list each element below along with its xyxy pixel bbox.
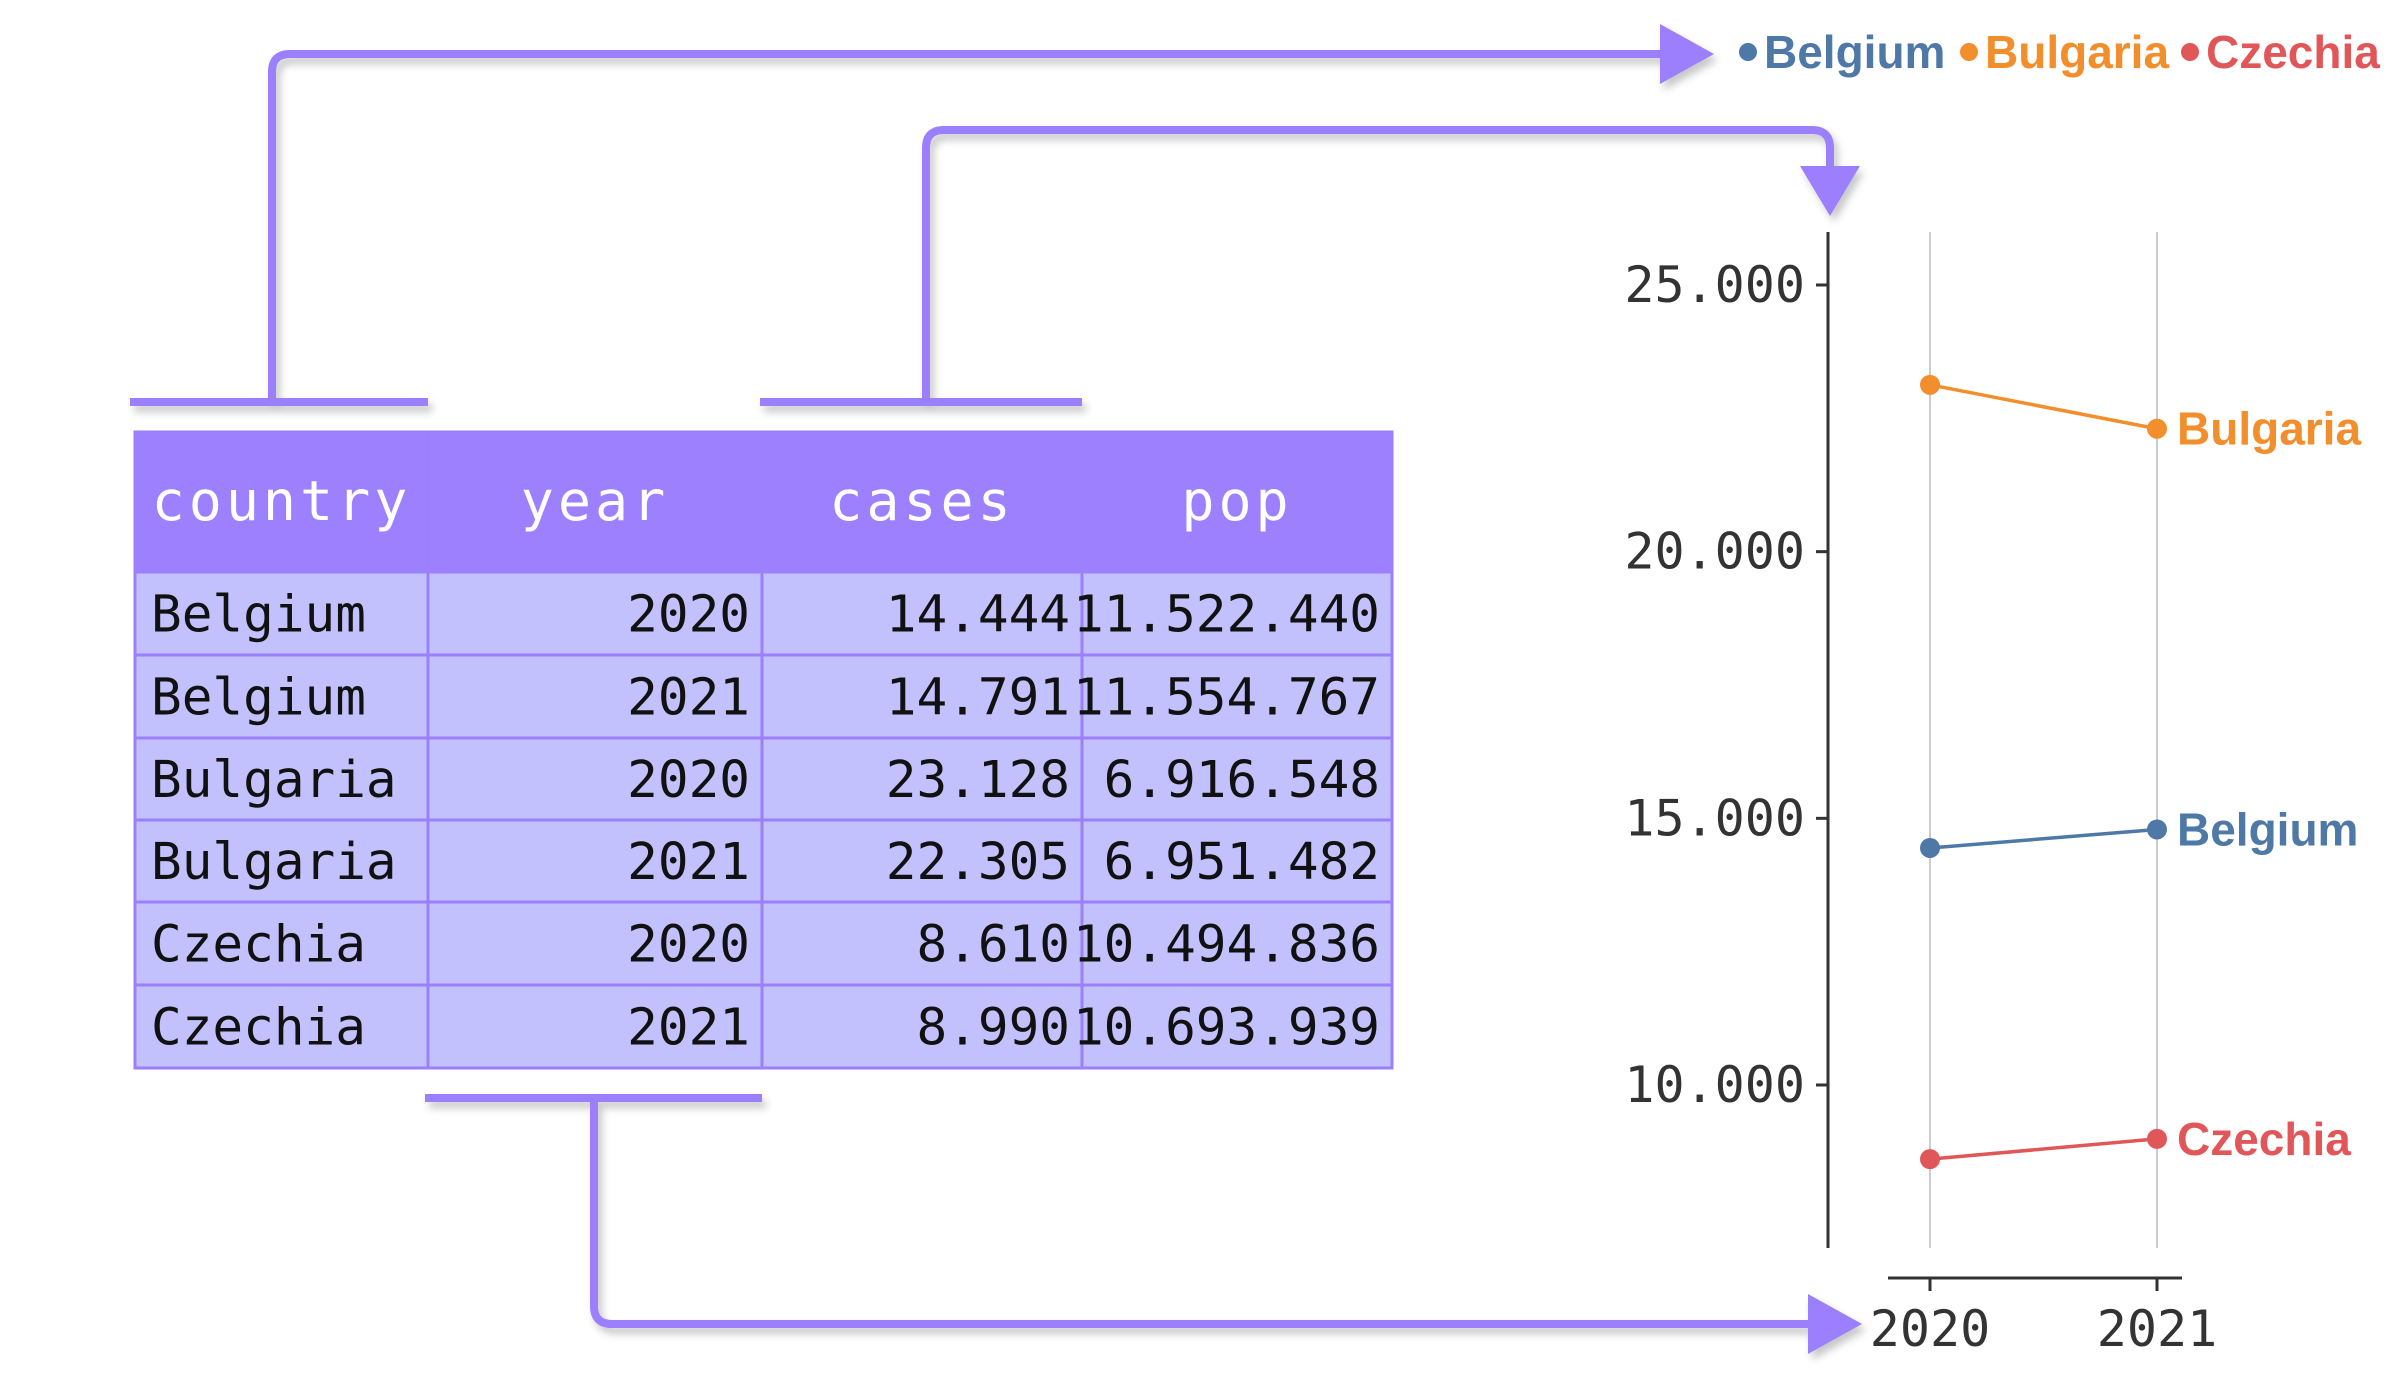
header-label-country: country: [152, 469, 412, 533]
table-cell-value: 2021: [627, 833, 750, 892]
y-tick-label: 10.000: [1624, 1056, 1805, 1114]
year-to-x-axis-arrow: [425, 1094, 1862, 1354]
table-cell: [760, 818, 1084, 904]
table-cell: [1080, 818, 1394, 904]
data-point-czechia-2020: [1920, 1149, 1940, 1170]
table-cell: [1080, 653, 1394, 740]
y-tick-label: 20.000: [1624, 523, 1805, 581]
table-cell-value: Belgium: [151, 669, 366, 728]
chart-legend: Belgium Bulgaria Czechia: [1739, 26, 2380, 78]
data-table: country year cases pop Belgium 2020 14.444 11.5…: [133, 430, 1394, 1070]
table-cell-value: 6.916.548: [1104, 751, 1380, 810]
table-cell-value: 14.444: [886, 586, 1070, 645]
table-cell: [133, 653, 430, 740]
cases-to-y-axis-arrow: [760, 126, 1860, 406]
table-cell: [760, 736, 1084, 822]
table-cell-value: 23.128: [886, 751, 1070, 810]
series-line: [1929, 827, 2158, 850]
table-cell-value: Czechia: [151, 916, 366, 975]
table-cell: [133, 900, 430, 987]
data-point-belgium-2020: [1920, 837, 1940, 858]
header-label-year: year: [521, 469, 669, 533]
country-to-legend-arrow: [130, 24, 1714, 406]
table-cell-value: 2020: [627, 751, 750, 810]
table-cell: [133, 983, 430, 1070]
data-point-bulgaria-2021: [2147, 418, 2167, 439]
legend-label: Belgium: [1764, 26, 1945, 78]
table-cell-value: 22.305: [886, 833, 1070, 892]
series-czechia: Czechia: [1920, 1113, 2351, 1170]
table-cell: [1080, 983, 1394, 1070]
legend-dot: [1739, 43, 1757, 61]
header-label-cases: cases: [829, 469, 1015, 533]
table-cell: [760, 570, 1084, 657]
gridlines: [1929, 232, 2158, 1248]
legend-item-bulgaria: Bulgaria: [1960, 26, 2169, 78]
line-chart: 10.000 15.000 20.000 25.000 2020 2021 Belgiu…: [1624, 232, 2361, 1358]
legend-item-czechia: Czechia: [2181, 26, 2380, 78]
table-cell-value: Belgium: [151, 586, 366, 645]
table-cell-value: 11.554.767: [1073, 669, 1380, 728]
x-tick-label: 2021: [2097, 1300, 2217, 1358]
x-tick-label: 2020: [1870, 1300, 1990, 1358]
x-axis-ticks: 2020 2021: [1870, 1278, 2217, 1358]
table-cell: [426, 818, 764, 904]
table-cell-value: 2021: [627, 999, 750, 1058]
series-end-label: Belgium: [2177, 803, 2358, 855]
data-point-belgium-2021: [2147, 819, 2167, 840]
table-cell: [760, 653, 1084, 740]
table-cell: [426, 570, 764, 657]
series-bulgaria: Bulgaria: [1920, 374, 2361, 455]
mapping-arrows: [130, 24, 1862, 1354]
table-cell-value: 10.494.836: [1073, 916, 1380, 975]
legend-label: Czechia: [2206, 26, 2380, 78]
header-label-pop: pop: [1181, 469, 1292, 533]
table-cell-value: 2020: [627, 916, 750, 975]
series-line: [1929, 383, 2158, 431]
table-cell-value: 10.693.939: [1073, 999, 1380, 1058]
table-cell: [1080, 900, 1394, 987]
table-cell-value: 2021: [627, 669, 750, 728]
table-cell-value: 8.990: [916, 999, 1070, 1058]
table-cell-value: Bulgaria: [151, 833, 397, 892]
table-cell-value: 6.951.482: [1104, 833, 1380, 892]
data-point-bulgaria-2020: [1920, 374, 1940, 395]
series-line: [1929, 1137, 2158, 1161]
legend-label: Bulgaria: [1985, 26, 2169, 78]
table-cell: [133, 818, 430, 904]
chart-series: Belgium Bulgaria Czechia: [1920, 374, 2361, 1170]
table-cell-value: Bulgaria: [151, 751, 397, 810]
y-tick-label: 15.000: [1624, 789, 1805, 847]
legend-dot: [1960, 43, 1978, 61]
legend-item-belgium: Belgium: [1739, 26, 1945, 78]
table-cell: [760, 983, 1084, 1070]
series-belgium: Belgium: [1920, 803, 2358, 858]
y-axis-ticks: 10.000 15.000 20.000 25.000: [1624, 256, 1828, 1114]
table-cell: [133, 736, 430, 822]
table-cell: [426, 900, 764, 987]
table-cell-value: 14.791: [886, 669, 1070, 728]
table-cell: [426, 983, 764, 1070]
table-cell: [1080, 736, 1394, 822]
table-cell-value: 2020: [627, 586, 750, 645]
data-point-czechia-2021: [2147, 1128, 2167, 1149]
table-cell-value: 11.522.440: [1073, 586, 1380, 645]
table-cell-value: Czechia: [151, 999, 366, 1058]
table-cell-value: 8.610: [916, 916, 1070, 975]
legend-dot: [2181, 43, 2199, 61]
table-cell: [1080, 570, 1394, 657]
series-end-label: Czechia: [2177, 1113, 2351, 1165]
series-end-label: Bulgaria: [2177, 403, 2361, 455]
y-tick-label: 25.000: [1624, 256, 1805, 314]
